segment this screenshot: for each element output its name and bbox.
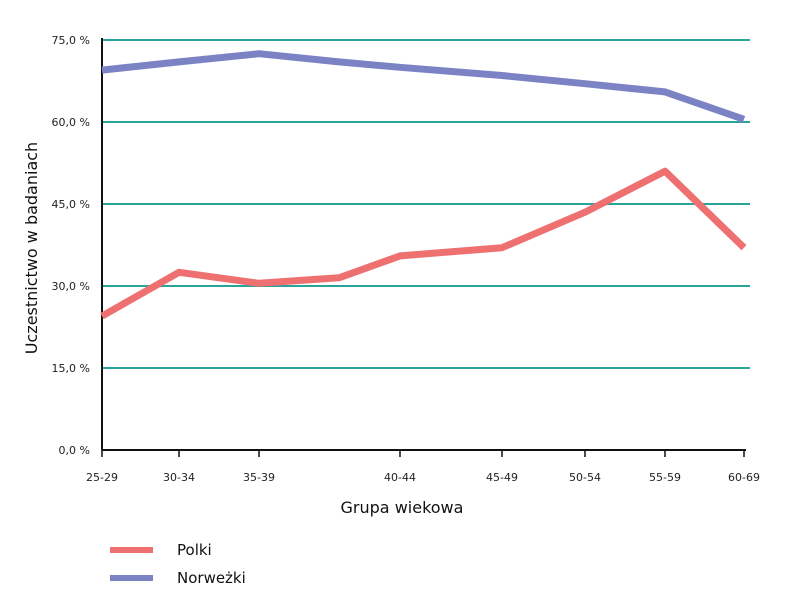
legend-label: Polki <box>177 541 212 559</box>
x-tick-label: 50-54 <box>569 471 601 484</box>
y-axis-title: Uczestnictwo w badaniach <box>22 142 41 354</box>
gridlines <box>102 39 750 369</box>
x-tick-label: 25-29 <box>86 471 118 484</box>
series-lines <box>100 50 747 320</box>
y-tick-label: 60,0 % <box>52 116 90 129</box>
y-axis-ticks: 0,0 % 15,0 % 30,0 % 45,0 % 60,0 % 75,0 % <box>52 34 90 457</box>
y-tick-label: 15,0 % <box>52 362 90 375</box>
x-tick-label: 30-34 <box>163 471 195 484</box>
axes <box>101 38 746 451</box>
series-line-polki <box>100 167 747 320</box>
y-tick-label: 30,0 % <box>52 280 90 293</box>
series-line-norweżki <box>101 50 746 123</box>
x-axis-title: Grupa wiekowa <box>341 498 464 517</box>
x-tick-label: 35-39 <box>243 471 275 484</box>
x-axis-ticks: 25-29 30-34 35-39 40-44 45-49 50-54 55-59 60-69 <box>86 450 760 484</box>
y-tick-label: 45,0 % <box>52 198 90 211</box>
x-tick-label: 60-69 <box>728 471 760 484</box>
legend: Polki Norweżki <box>110 541 246 587</box>
legend-label: Norweżki <box>177 569 246 587</box>
x-tick-label: 45-49 <box>486 471 518 484</box>
y-tick-label: 75,0 % <box>52 34 90 47</box>
x-tick-label: 55-59 <box>649 471 681 484</box>
y-tick-label: 0,0 % <box>59 444 90 457</box>
x-tick-label: 40-44 <box>384 471 416 484</box>
